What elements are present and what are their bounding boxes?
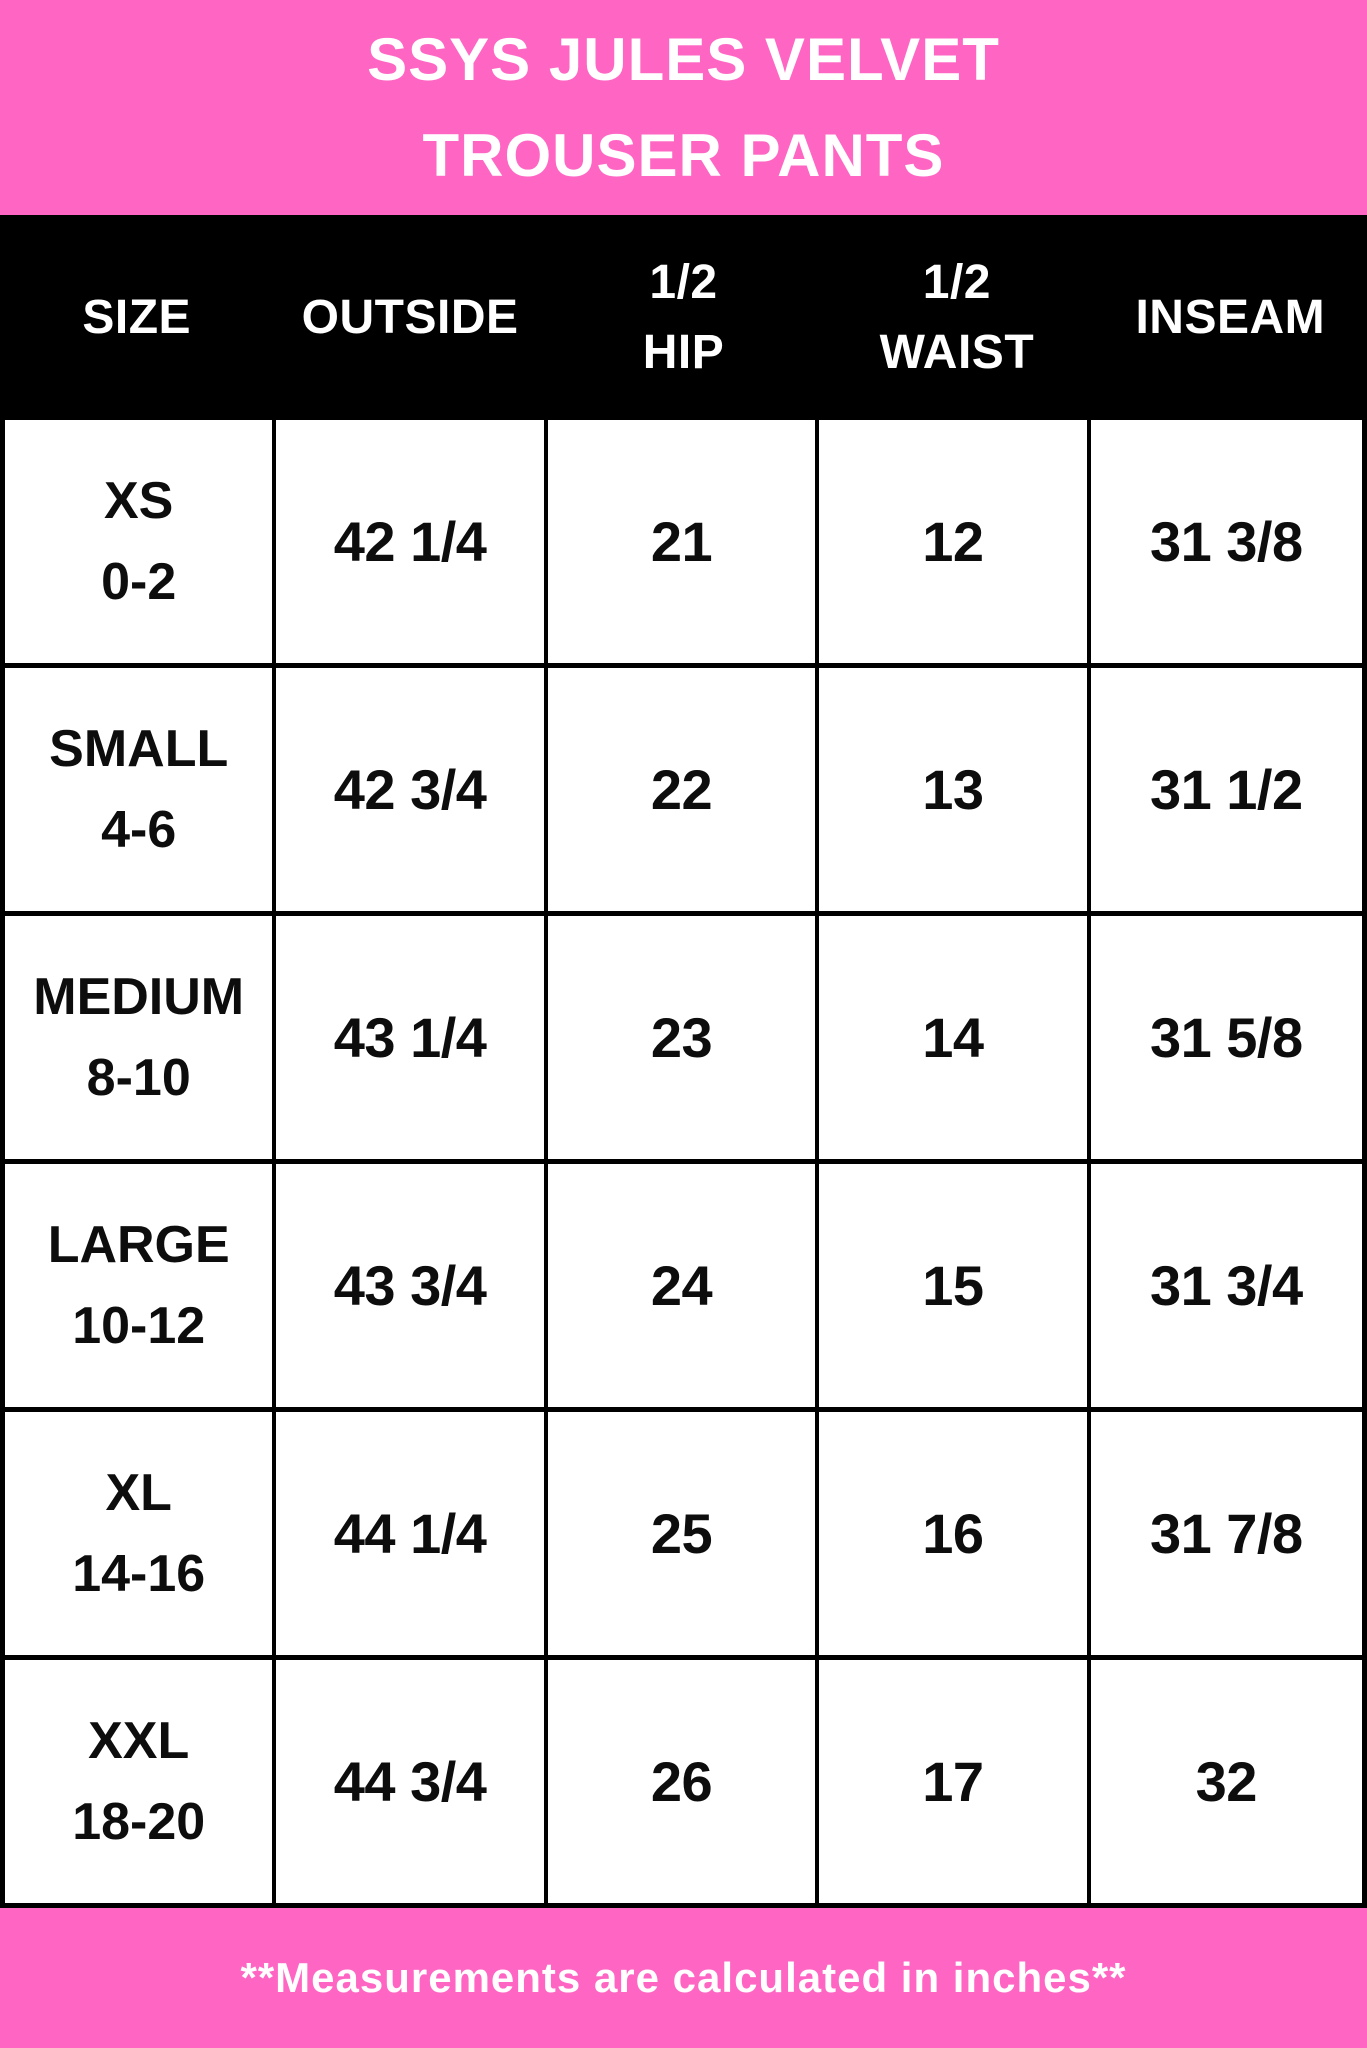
half-hip-cell: 23 xyxy=(548,916,820,1159)
outside-cell: 44 1/4 xyxy=(276,1412,548,1655)
header-cell-outside: OUTSIDE xyxy=(301,290,519,344)
half-waist-cell: 13 xyxy=(819,668,1091,911)
table-row-small: SMALL 4-6 42 3/4 22 13 31 1/2 xyxy=(5,668,1362,916)
size-range: 8-10 xyxy=(86,1048,191,1107)
size-name: XXL xyxy=(88,1711,190,1770)
footer-note-band: **Measurements are calculated in inches*… xyxy=(0,1908,1367,2048)
half-waist-cell: 14 xyxy=(819,916,1091,1159)
outside-cell: 43 1/4 xyxy=(276,916,548,1159)
outside-cell: 42 1/4 xyxy=(276,420,548,663)
inseam-cell: 31 7/8 xyxy=(1149,1502,1303,1565)
size-cell: LARGE 10-12 xyxy=(5,1164,277,1407)
size-name: MEDIUM xyxy=(33,967,245,1026)
size-name: LARGE xyxy=(47,1215,230,1274)
inseam-cell: 31 3/8 xyxy=(1149,510,1303,573)
half-hip-cell: 22 xyxy=(548,668,820,911)
size-chart-table: XS 0-2 42 1/4 21 12 31 3/8 SMALL 4-6 42 … xyxy=(0,420,1367,1908)
half-hip-cell: 21 xyxy=(548,420,820,663)
size-range: 0-2 xyxy=(101,552,177,611)
table-row-xs: XS 0-2 42 1/4 21 12 31 3/8 xyxy=(5,420,1362,668)
header-cell-inseam: INSEAM xyxy=(1135,290,1326,344)
product-title-line2: TROUSER PANTS xyxy=(422,121,945,189)
footer-note: **Measurements are calculated in inches*… xyxy=(240,1954,1127,2001)
size-cell: XL 14-16 xyxy=(5,1412,277,1655)
size-cell: MEDIUM 8-10 xyxy=(5,916,277,1159)
product-title-band: SSYS JULES VELVET TROUSER PANTS xyxy=(0,0,1367,215)
size-cell: XS 0-2 xyxy=(5,420,277,663)
table-row-large: LARGE 10-12 43 3/4 24 15 31 3/4 xyxy=(5,1164,1362,1412)
inseam-cell: 31 5/8 xyxy=(1149,1006,1303,1069)
size-name: SMALL xyxy=(49,719,229,778)
outside-cell: 42 3/4 xyxy=(276,668,548,911)
half-waist-cell: 16 xyxy=(819,1412,1091,1655)
table-row-xl: XL 14-16 44 1/4 25 16 31 7/8 xyxy=(5,1412,1362,1660)
size-cell: XXL 18-20 xyxy=(5,1660,277,1903)
inseam-cell: 31 1/2 xyxy=(1149,758,1303,821)
size-range: 14-16 xyxy=(72,1544,206,1603)
table-row-xxl: XXL 18-20 44 3/4 26 17 32 xyxy=(5,1660,1362,1908)
outside-cell: 43 3/4 xyxy=(276,1164,548,1407)
size-name: XS xyxy=(104,471,174,530)
half-waist-cell: 17 xyxy=(819,1660,1091,1903)
inseam-cell: 31 3/4 xyxy=(1149,1254,1303,1317)
half-waist-cell: 12 xyxy=(819,420,1091,663)
inseam-cell: 32 xyxy=(1195,1750,1258,1813)
half-hip-cell: 24 xyxy=(548,1164,820,1407)
size-range: 18-20 xyxy=(72,1792,206,1851)
header-cell-half-waist: 1/2 WAIST xyxy=(879,255,1035,379)
size-range: 4-6 xyxy=(101,800,177,859)
half-hip-cell: 25 xyxy=(548,1412,820,1655)
half-waist-cell: 15 xyxy=(819,1164,1091,1407)
product-title-line1: SSYS JULES VELVET xyxy=(367,25,1000,93)
size-range: 10-12 xyxy=(72,1296,206,1355)
header-cell-half-hip: 1/2 HIP xyxy=(642,255,725,379)
header-cell-size: SIZE xyxy=(82,290,192,344)
table-row-medium: MEDIUM 8-10 43 1/4 23 14 31 5/8 xyxy=(5,916,1362,1164)
size-cell: SMALL 4-6 xyxy=(5,668,277,911)
size-name: XL xyxy=(105,1463,172,1522)
table-header-row: SIZE OUTSIDE 1/2 HIP 1/2 WAIST INSEAM xyxy=(0,215,1367,420)
outside-cell: 44 3/4 xyxy=(276,1660,548,1903)
half-hip-cell: 26 xyxy=(548,1660,820,1903)
